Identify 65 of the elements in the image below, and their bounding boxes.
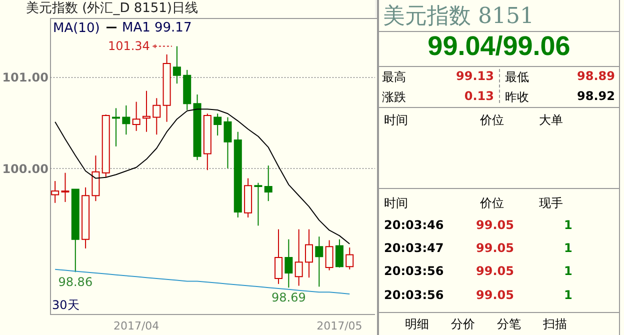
- text: 98.89: [577, 69, 615, 83]
- legend-title: MA(10): [53, 21, 100, 36]
- text: 20:03:46: [384, 218, 444, 232]
- candlestick: [346, 247, 354, 270]
- candlestick: [325, 240, 334, 271]
- text: 扫描: [543, 316, 567, 333]
- text: 大单: [539, 112, 563, 129]
- text: 99.13: [456, 69, 494, 83]
- candlestick: [224, 116, 232, 169]
- candlestick: [304, 228, 313, 278]
- candlestick: [92, 155, 100, 202]
- candlestick: [172, 46, 181, 84]
- text: 1: [564, 241, 572, 255]
- text: 明细: [405, 316, 429, 333]
- text: 时间: [384, 112, 408, 129]
- text: 时间: [384, 195, 408, 212]
- text: 98.92: [577, 89, 615, 103]
- y-tick-label: 100.00: [2, 162, 48, 176]
- candlestick: [51, 180, 60, 204]
- text: 20:03:56: [384, 288, 444, 302]
- line-series: [54, 108, 350, 244]
- text: 1: [564, 288, 572, 302]
- candlestick: [335, 238, 344, 268]
- text: 20:03:56: [384, 264, 444, 278]
- text: 最低: [505, 69, 529, 86]
- annotation: 30天: [52, 298, 80, 312]
- candlestick: [315, 236, 324, 288]
- candlestick: [152, 98, 161, 136]
- annotation: 98.69: [271, 290, 306, 305]
- text: 分价: [451, 316, 475, 333]
- candlestick: [142, 90, 150, 132]
- candlestick: [122, 104, 130, 136]
- text: 价位: [480, 195, 504, 212]
- y-tick-label: 101.00: [2, 70, 48, 85]
- candlestick: [274, 228, 283, 284]
- x-tick-label: 2017/05: [316, 320, 362, 332]
- text: 分笔: [497, 316, 521, 333]
- candlestick: [132, 101, 140, 132]
- candlestick: [264, 165, 272, 202]
- annotation: 101.34: [108, 39, 150, 54]
- text: 现手: [539, 195, 563, 212]
- text: 昨收: [505, 89, 529, 106]
- text: 99.05: [476, 288, 514, 302]
- text: 1: [564, 218, 572, 232]
- text: 20:03:47: [384, 241, 444, 255]
- text: 99.05: [476, 218, 514, 232]
- line-series: [54, 268, 350, 294]
- text: 美元指数 8151: [383, 3, 534, 31]
- chart-title: 美元指数 (外汇_D 8151)日线: [26, 1, 198, 16]
- candlestick: [254, 182, 262, 226]
- annotation: 98.86: [58, 275, 93, 290]
- x-tick-label: 2017/04: [113, 320, 160, 332]
- text: 99.04/99.06: [426, 31, 572, 62]
- text: 价位: [480, 112, 504, 129]
- candlestick: [294, 228, 303, 286]
- text: 涨跌: [382, 89, 406, 106]
- text: 最高: [382, 69, 406, 86]
- candlestick: [214, 113, 222, 136]
- candlestick: [61, 172, 70, 202]
- legend-label: MA1 99.17: [122, 20, 192, 36]
- candlestick: [284, 238, 293, 288]
- text: 99.05: [476, 241, 514, 255]
- text: 0.13: [464, 89, 494, 103]
- text: 99.05: [476, 264, 514, 278]
- text: 1: [564, 264, 572, 278]
